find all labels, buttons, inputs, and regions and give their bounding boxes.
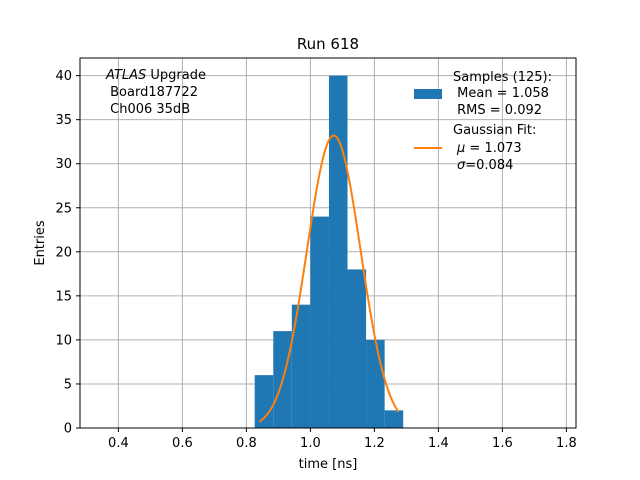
legend: Samples (125): Mean = 1.058 RMS = 0.092 … <box>414 70 552 173</box>
y-tick-label: 0 <box>64 422 72 437</box>
y-tick-label: 25 <box>55 201 72 216</box>
x-tick-label: 1.2 <box>364 436 385 451</box>
legend-fit-title: Gaussian Fit: <box>453 123 536 138</box>
plot-frame <box>79 57 577 429</box>
fit-curve-line <box>258 134 400 423</box>
x-axis-label: time [ns] <box>299 457 358 472</box>
y-tick-label: 20 <box>55 245 72 260</box>
legend-samples-rms: RMS = 0.092 <box>453 103 542 118</box>
annotation-channel: Ch006 35dB <box>106 102 190 117</box>
histogram-bar <box>291 304 311 428</box>
legend-samples-swatch <box>414 89 442 99</box>
annotation-atlas: ATLAS <box>105 68 146 83</box>
x-tick-label: 0.6 <box>172 436 193 451</box>
y-tick-label: 10 <box>55 333 72 348</box>
y-axis-ticks: 0 5 10 15 20 25 30 35 40 <box>55 69 80 437</box>
y-tick-label: 30 <box>55 157 72 172</box>
annotation-line-1: ATLAS Upgrade <box>105 68 206 83</box>
legend-fit-mu: μ = 1.073 <box>456 141 522 156</box>
legend-mu-symbol: μ <box>456 141 465 156</box>
y-tick-label: 40 <box>55 69 72 84</box>
legend-samples-mean: Mean = 1.058 <box>453 86 549 101</box>
histogram-bar <box>310 216 329 428</box>
chart-title: Run 618 <box>297 35 359 53</box>
histogram-bar <box>328 75 348 428</box>
annotation-upgrade: Upgrade <box>146 68 206 83</box>
legend-sigma-value: =0.084 <box>465 158 513 173</box>
legend-samples-title: Samples (125): <box>453 70 552 85</box>
x-tick-label: 1.6 <box>492 436 513 451</box>
annotation-board: Board187722 <box>106 85 198 100</box>
y-tick-label: 35 <box>55 113 72 128</box>
gaussian-fit-curve <box>258 134 400 423</box>
x-tick-label: 1.0 <box>300 436 321 451</box>
histogram-bar <box>254 375 274 428</box>
x-tick-label: 0.4 <box>108 436 129 451</box>
histogram-bar <box>366 339 385 428</box>
legend-fit-sigma: σ=0.084 <box>457 158 513 173</box>
x-axis-ticks: 0.4 0.6 0.8 1.0 1.2 1.4 1.6 1.8 <box>108 428 577 451</box>
y-axis-label: Entries <box>33 220 48 266</box>
histogram-bar <box>384 410 404 428</box>
legend-sigma-symbol: σ <box>457 158 466 173</box>
atlas-annotation: ATLAS Upgrade Board187722 Ch006 35dB <box>105 68 206 117</box>
x-tick-label: 0.8 <box>236 436 257 451</box>
y-tick-label: 5 <box>64 377 72 392</box>
x-tick-label: 1.4 <box>428 436 449 451</box>
histogram-bar <box>347 269 367 428</box>
x-tick-label: 1.8 <box>556 436 577 451</box>
legend-mu-value: = 1.073 <box>465 141 521 156</box>
y-tick-label: 15 <box>55 289 72 304</box>
